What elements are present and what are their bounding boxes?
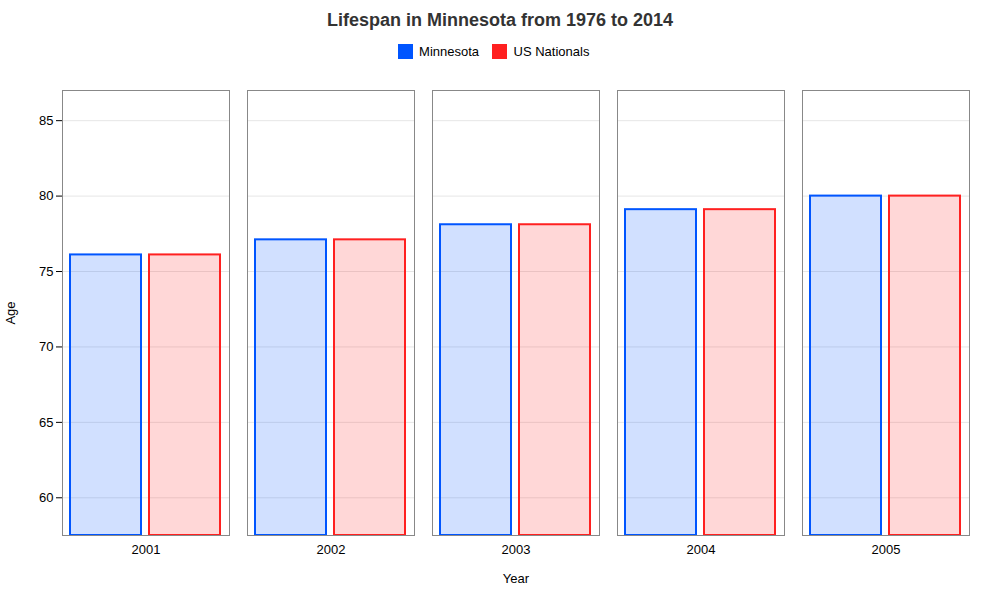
- svg-text:Year: Year: [503, 570, 530, 585]
- svg-text:Age: Age: [3, 301, 18, 324]
- svg-text:2001: 2001: [132, 541, 161, 556]
- svg-text:2004: 2004: [687, 541, 716, 556]
- svg-text:2002: 2002: [317, 541, 346, 556]
- svg-text:60: 60: [39, 489, 53, 504]
- svg-text:2005: 2005: [872, 541, 901, 556]
- html-text:Minnesota: Minnesota: [419, 44, 479, 59]
- svg-text:80: 80: [39, 188, 53, 203]
- html-text:Lifespan in Minnesota from 197: Lifespan in Minnesota from 1976 to 2014: [326, 10, 673, 30]
- html-text:US Nationals: US Nationals: [513, 44, 590, 59]
- svg-text:85: 85: [39, 112, 53, 127]
- svg-text:70: 70: [39, 339, 53, 354]
- svg-text:2003: 2003: [502, 541, 531, 556]
- svg-text:75: 75: [39, 263, 53, 278]
- svg-text:65: 65: [39, 414, 53, 429]
